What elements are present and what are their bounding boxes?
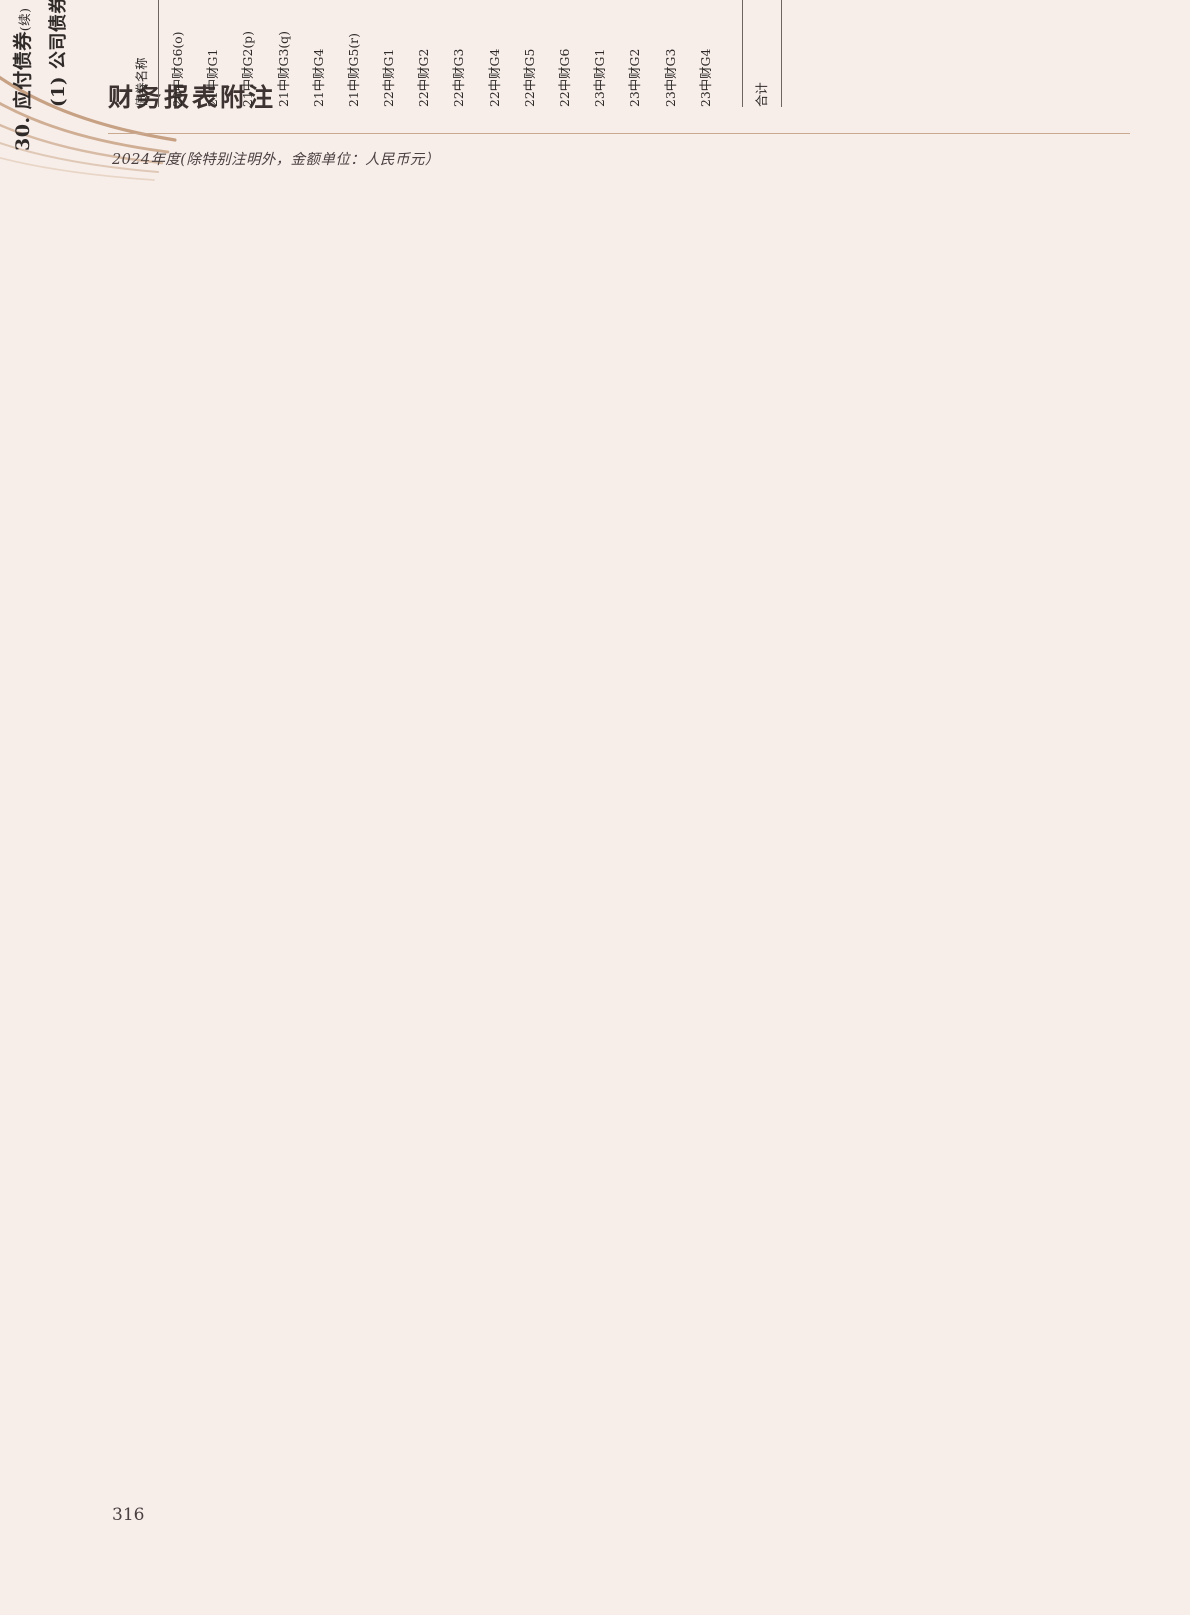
cell-bond-name: 21中财G3(q) bbox=[275, 31, 291, 107]
table-row: 22中财G418/07/202218/07/2027按年支付1,000,000,… bbox=[476, 0, 511, 107]
cell-bond-name: 23中财G3 bbox=[662, 48, 678, 107]
column-header-start-date: 起息日期 bbox=[123, 0, 159, 6]
rotated-note-body: 六、合并财务报表主要项目注释(续) 30. 应付债券(续) (1) 公司债券：(… bbox=[0, 0, 782, 195]
table-bottom-border bbox=[781, 0, 782, 107]
section-heading-level2: 30. 应付债券(续) bbox=[8, 8, 35, 151]
cell-bond-name: 22中财G2 bbox=[416, 48, 432, 107]
table-header: 2022年 2023年 债券名称 起息日期 到期日期 付息方式 发行金额 票面利… bbox=[88, 0, 159, 107]
cell-start-date: 15/12/2020 bbox=[159, 0, 195, 5]
column-header-bond-name: 债券名称 bbox=[123, 5, 159, 107]
cell-start-date: 13/04/2023 bbox=[617, 0, 652, 5]
group-header-spacer bbox=[88, 5, 123, 107]
cell-bond-name: 23中财G2 bbox=[627, 48, 643, 107]
corporate-bonds-table: 2022年 2023年 债券名称 起息日期 到期日期 付息方式 发行金额 票面利… bbox=[88, 0, 779, 107]
cell-start-date: 22/04/2021 bbox=[300, 0, 335, 5]
section-heading-level3: (1) 公司债券：(续) bbox=[44, 0, 70, 107]
table-row: 21中财G5(r)09/12/202109/12/2026按年支付3,000,0… bbox=[335, 0, 370, 107]
table-row: 22中财G108/03/202208/03/2025按年支付1,500,000,… bbox=[371, 0, 406, 107]
cell-total-empty bbox=[742, 0, 779, 6]
table-row: 22中财G529/08/202229/08/2025按年支付1,500,000,… bbox=[511, 0, 546, 107]
cell-bond-name: 23中财G1 bbox=[592, 48, 608, 107]
table-spacer-row bbox=[722, 0, 743, 107]
cell-start-date: 08/03/2022 bbox=[406, 0, 441, 5]
header-subtitle: 2024年度(除特别注明外，金额单位：人民币元） bbox=[112, 152, 440, 168]
cell-bond-name: 22中财G6 bbox=[557, 48, 573, 107]
cell-start-date: 26/03/2021 bbox=[195, 0, 230, 5]
section-heading-level2-text: 应付债券 bbox=[12, 31, 34, 110]
cell-start-date: 18/07/2022 bbox=[441, 0, 476, 5]
cell-bond-name: 22中财G1 bbox=[381, 48, 397, 107]
section-heading-level2-continued: (续) bbox=[17, 7, 32, 32]
header-divider bbox=[108, 133, 1130, 134]
cell-total-label: 合计 bbox=[742, 5, 779, 107]
table-row: 23中财G424/08/202324/08/2028按年支付1,000,000,… bbox=[687, 0, 722, 107]
section-heading-level3-number: (1) bbox=[48, 75, 69, 107]
cell-start-date: 26/03/2021 bbox=[230, 0, 265, 5]
section-heading-level1-text: 六、合并财务报表主要项目注释 bbox=[0, 0, 1, 195]
spacer-cell bbox=[722, 0, 743, 5]
section-heading-level3-text: 公司债券： bbox=[48, 0, 69, 70]
cell-start-date: 29/08/2022 bbox=[546, 0, 581, 5]
table-body: 20中财G6(o)15/12/202015/12/2025按年支付1,000,0… bbox=[159, 0, 779, 107]
spacer-cell bbox=[722, 5, 743, 107]
cell-bond-name: 22中财G3 bbox=[451, 48, 467, 107]
cell-start-date: 24/08/2023 bbox=[687, 0, 722, 5]
table-row: 23中财G113/04/202313/04/2026按年支付1,500,000,… bbox=[582, 0, 617, 107]
cell-bond-name: 21中财G1 bbox=[205, 48, 221, 107]
cell-bond-name: 22中财G4 bbox=[486, 48, 502, 107]
page-number: 316 bbox=[112, 1505, 145, 1525]
cell-start-date: 13/04/2023 bbox=[582, 0, 617, 5]
cell-start-date: 24/08/2023 bbox=[652, 0, 687, 5]
cell-bond-name: 23中财G4 bbox=[697, 48, 713, 107]
table-row: 23中财G324/08/202324/08/2026按年支付2,000,000,… bbox=[652, 0, 687, 107]
table-row: 22中财G629/08/202229/08/2027按年支付1,500,000,… bbox=[546, 0, 581, 107]
table-row: 20中财G6(o)15/12/202015/12/2025按年支付1,000,0… bbox=[159, 0, 195, 107]
table-row: 21中财G422/04/202122/04/2026按年支付2,000,000,… bbox=[300, 0, 335, 107]
cell-start-date: 08/03/2022 bbox=[371, 0, 406, 5]
page-title: 财务报表附注 bbox=[108, 83, 277, 112]
table-row: 21中财G2(p)26/03/202126/03/2026按年支付3,000,0… bbox=[230, 0, 265, 107]
section-heading-level1: 六、合并财务报表主要项目注释(续) bbox=[0, 0, 2, 195]
table-row: 21中财G3(q)22/04/202122/04/2026按年支付3,000,0… bbox=[265, 0, 300, 107]
cell-start-date: 18/07/2022 bbox=[476, 0, 511, 5]
cell-start-date: 22/04/2021 bbox=[265, 0, 300, 5]
table-row: 23中财G213/04/202313/04/2028按年支付1,500,000,… bbox=[617, 0, 652, 107]
cell-start-date: 09/12/2021 bbox=[335, 0, 370, 5]
table-row: 22中财G208/03/202208/03/2027按年支付500,000,00… bbox=[406, 0, 441, 107]
table-row: 21中财G126/03/202126/03/2024按年支付2,000,000,… bbox=[195, 0, 230, 107]
cell-start-date: 29/08/2022 bbox=[511, 0, 546, 5]
table-column-header-row: 债券名称 起息日期 到期日期 付息方式 发行金额 票面利率 12月31日余额 本… bbox=[123, 0, 159, 107]
cell-bond-name: 21中财G2(p) bbox=[240, 31, 256, 107]
group-header-spacer bbox=[88, 0, 123, 5]
cell-bond-name: 21中财G4 bbox=[310, 48, 326, 107]
cell-bond-name: 21中财G5(r) bbox=[345, 33, 361, 107]
table-header-group-row: 2022年 2023年 bbox=[88, 0, 123, 107]
page-header: 财务报表附注 bbox=[108, 78, 1108, 114]
section-heading-level2-number: 30. bbox=[12, 116, 34, 151]
table-row: 22中财G318/07/202218/07/2025按年支付2,000,000,… bbox=[441, 0, 476, 107]
cell-bond-name: 20中财G6(o) bbox=[169, 31, 185, 107]
table-total-row: 合计103,275,390,74337,152,421,029(50,609,7… bbox=[742, 0, 779, 107]
cell-bond-name: 22中财G5 bbox=[521, 48, 537, 107]
